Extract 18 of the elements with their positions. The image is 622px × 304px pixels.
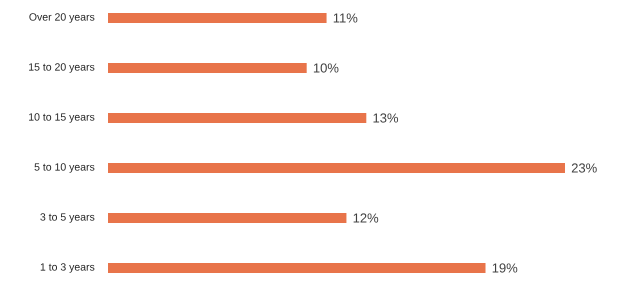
bar <box>108 112 366 123</box>
data-label: 23% <box>572 163 597 173</box>
bar <box>108 62 307 73</box>
data-label: 11% <box>334 13 358 23</box>
y-tick-label: 1 to 3 years <box>40 263 94 273</box>
y-tick-label: Over 20 years <box>29 13 94 23</box>
bar <box>108 212 346 223</box>
data-label: 19% <box>492 263 518 273</box>
y-tick-label: 5 to 10 years <box>34 163 94 173</box>
y-tick-label: 3 to 5 years <box>40 213 94 223</box>
data-label: 13% <box>373 113 398 123</box>
bar <box>108 12 327 23</box>
data-label: 12% <box>354 213 378 223</box>
bar <box>108 162 565 173</box>
data-label: 10% <box>314 63 338 73</box>
y-tick-label: 10 to 15 years <box>29 113 94 123</box>
y-tick-label: 15 to 20 years <box>29 63 94 73</box>
bar <box>108 262 486 273</box>
